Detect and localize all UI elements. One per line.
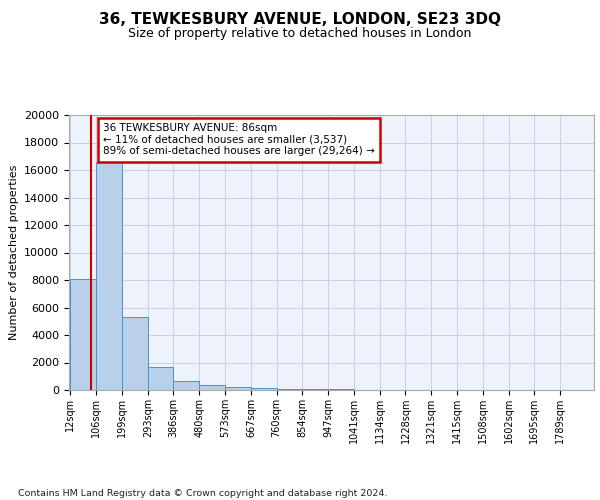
- Text: Size of property relative to detached houses in London: Size of property relative to detached ho…: [128, 28, 472, 40]
- Bar: [277, 389, 302, 390]
- Y-axis label: Number of detached properties: Number of detached properties: [8, 165, 19, 340]
- Bar: [96, 162, 122, 390]
- Bar: [302, 389, 328, 390]
- Bar: [148, 366, 173, 390]
- Bar: [70, 278, 96, 390]
- Bar: [122, 317, 148, 390]
- Bar: [173, 381, 199, 390]
- Text: Contains HM Land Registry data © Crown copyright and database right 2024.: Contains HM Land Registry data © Crown c…: [18, 488, 388, 498]
- Bar: [199, 385, 225, 390]
- Text: 36 TEWKESBURY AVENUE: 86sqm
← 11% of detached houses are smaller (3,537)
89% of : 36 TEWKESBURY AVENUE: 86sqm ← 11% of det…: [103, 123, 375, 156]
- Bar: [251, 388, 277, 390]
- Bar: [225, 387, 251, 390]
- Text: 36, TEWKESBURY AVENUE, LONDON, SE23 3DQ: 36, TEWKESBURY AVENUE, LONDON, SE23 3DQ: [99, 12, 501, 28]
